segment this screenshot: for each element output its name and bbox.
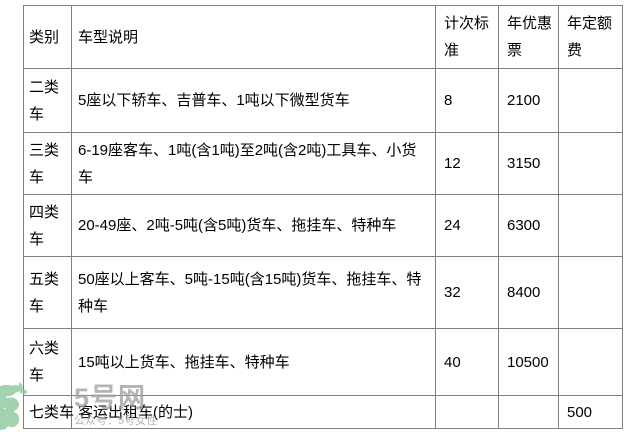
svg-text:公众号：5号女性: 公众号：5号女性 xyxy=(74,413,157,427)
svg-text:5号网: 5号网 xyxy=(74,383,146,413)
